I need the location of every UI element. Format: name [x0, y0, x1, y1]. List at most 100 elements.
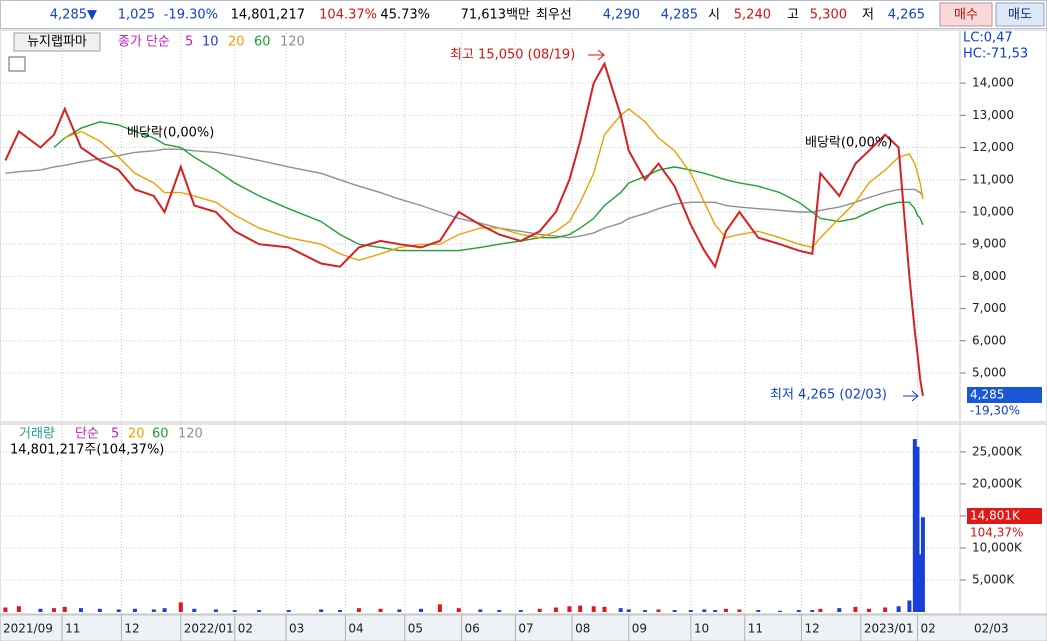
- annotation: 최저 4,265 (02/03): [770, 388, 887, 403]
- legend-item: 60: [254, 35, 271, 50]
- legend-item: 5: [111, 427, 119, 442]
- y-tick-label: 13,000: [972, 108, 1014, 122]
- volume-bar: [178, 602, 183, 612]
- volume-bar: [553, 607, 558, 612]
- volume-bar: [116, 609, 121, 612]
- header-item: 45.73%: [380, 8, 430, 23]
- x-tick-label: 05: [408, 622, 423, 636]
- y-tick-label: 7,000: [972, 301, 1006, 315]
- volume-bar: [642, 610, 647, 612]
- header-item: -19.30%: [164, 8, 218, 23]
- volume-bar: [578, 605, 583, 612]
- x-tick-label: 06: [464, 622, 479, 636]
- volume-bar: [756, 610, 761, 612]
- header-item: 고: [787, 8, 799, 23]
- volume-bar: [497, 610, 502, 612]
- header-item: 4,290: [603, 8, 640, 23]
- y-tick-label: 25,000K: [972, 444, 1023, 458]
- header-item: 4,285▼: [50, 8, 97, 23]
- legend-item: 20: [228, 35, 245, 50]
- y-tick-label: 8,000: [972, 269, 1006, 283]
- legend-item: 10: [202, 35, 219, 50]
- volume-bar: [810, 610, 815, 612]
- volume-bar: [796, 610, 801, 612]
- volume-bar: [286, 610, 291, 612]
- y-tick-label: 10,000: [972, 204, 1014, 218]
- volume-bar: [132, 608, 137, 612]
- y-tick-label: 11,000: [972, 172, 1014, 186]
- price-pane: [0, 29, 961, 423]
- grid-icon[interactable]: [8, 56, 26, 72]
- volume-bar: [257, 610, 262, 612]
- volume-bar: [16, 606, 21, 612]
- volume-bar: [837, 608, 842, 612]
- arrow: [903, 390, 919, 402]
- volume-bar: [51, 608, 56, 612]
- volume-bar: [883, 607, 888, 612]
- header-item: 104.37%: [319, 8, 377, 23]
- ma-line: [5, 148, 924, 239]
- volume-bar: [518, 610, 523, 612]
- x-axis-bar: [0, 614, 1047, 641]
- y-tick-label: 10,000K: [972, 540, 1023, 554]
- volume-bar: [866, 608, 871, 612]
- volume-bar: [162, 608, 167, 612]
- volume-bar: [591, 606, 596, 612]
- x-tick-label: 2021/09: [3, 622, 53, 636]
- volume-bar: [192, 608, 197, 612]
- legend-title: 종가 단순: [118, 35, 170, 50]
- volume-bar: [356, 608, 361, 612]
- volume-bar: [478, 609, 483, 612]
- volume-tag: [967, 508, 1042, 524]
- volume-bar: [418, 608, 423, 612]
- stock-name: 뉴지랩파마: [27, 35, 87, 50]
- legend-sub: 단순: [75, 427, 99, 442]
- volume-bar: [713, 610, 718, 612]
- x-tick-label: 02: [238, 622, 253, 636]
- buy-button[interactable]: [939, 2, 993, 27]
- legend-item: 20: [128, 427, 145, 442]
- price-tag-change: -19,30%: [970, 404, 1020, 418]
- header-item: 5,240: [734, 8, 771, 23]
- buy-label[interactable]: 매수: [954, 8, 978, 23]
- header-item: 71,613백만: [461, 8, 530, 23]
- y-tick-label: 9,000: [972, 237, 1006, 251]
- volume-bar: [437, 604, 442, 612]
- volume-bar: [537, 608, 542, 612]
- volume-bar: [702, 609, 707, 612]
- x-tick-label: 11: [65, 622, 80, 636]
- y-tick-label: 6,000: [972, 333, 1006, 347]
- x-tick-label: 12: [804, 622, 819, 636]
- y-tick-label: 5,000: [972, 365, 1006, 379]
- x-tick-label: 02: [921, 622, 936, 636]
- annotation: HC:-71,53: [963, 47, 1028, 62]
- volume-bar: [918, 554, 923, 612]
- volume-bar: [338, 610, 343, 612]
- volume-bar: [737, 609, 742, 612]
- volume-bar: [777, 610, 782, 612]
- header-item: 4,285: [661, 8, 698, 23]
- annotation: 배당락(0,00%): [805, 136, 892, 151]
- volume-bar: [38, 608, 43, 612]
- volume-bar: [626, 609, 631, 612]
- header-item: 저: [862, 8, 874, 23]
- volume-bar: [920, 517, 925, 612]
- volume-bar: [818, 608, 823, 612]
- header-bar: [0, 0, 1047, 29]
- header-item: 5,300: [810, 8, 847, 23]
- sell-label[interactable]: 매도: [1008, 8, 1032, 23]
- stock-name-button[interactable]: [13, 32, 101, 52]
- volume-bar: [688, 610, 693, 612]
- volume-bar: [232, 610, 237, 612]
- volume-bar: [213, 609, 218, 612]
- volume-bar: [907, 600, 912, 612]
- y-tick-label: 12,000: [972, 140, 1014, 154]
- price-line: [4, 61, 924, 397]
- volume-bar: [912, 439, 917, 612]
- header-item: 1,025: [118, 8, 155, 23]
- legend-title: 거래량: [19, 427, 55, 442]
- x-end-label: 02/03: [974, 622, 1009, 636]
- arrow: [588, 49, 605, 61]
- sell-button[interactable]: [995, 2, 1045, 27]
- volume-bar: [62, 606, 67, 612]
